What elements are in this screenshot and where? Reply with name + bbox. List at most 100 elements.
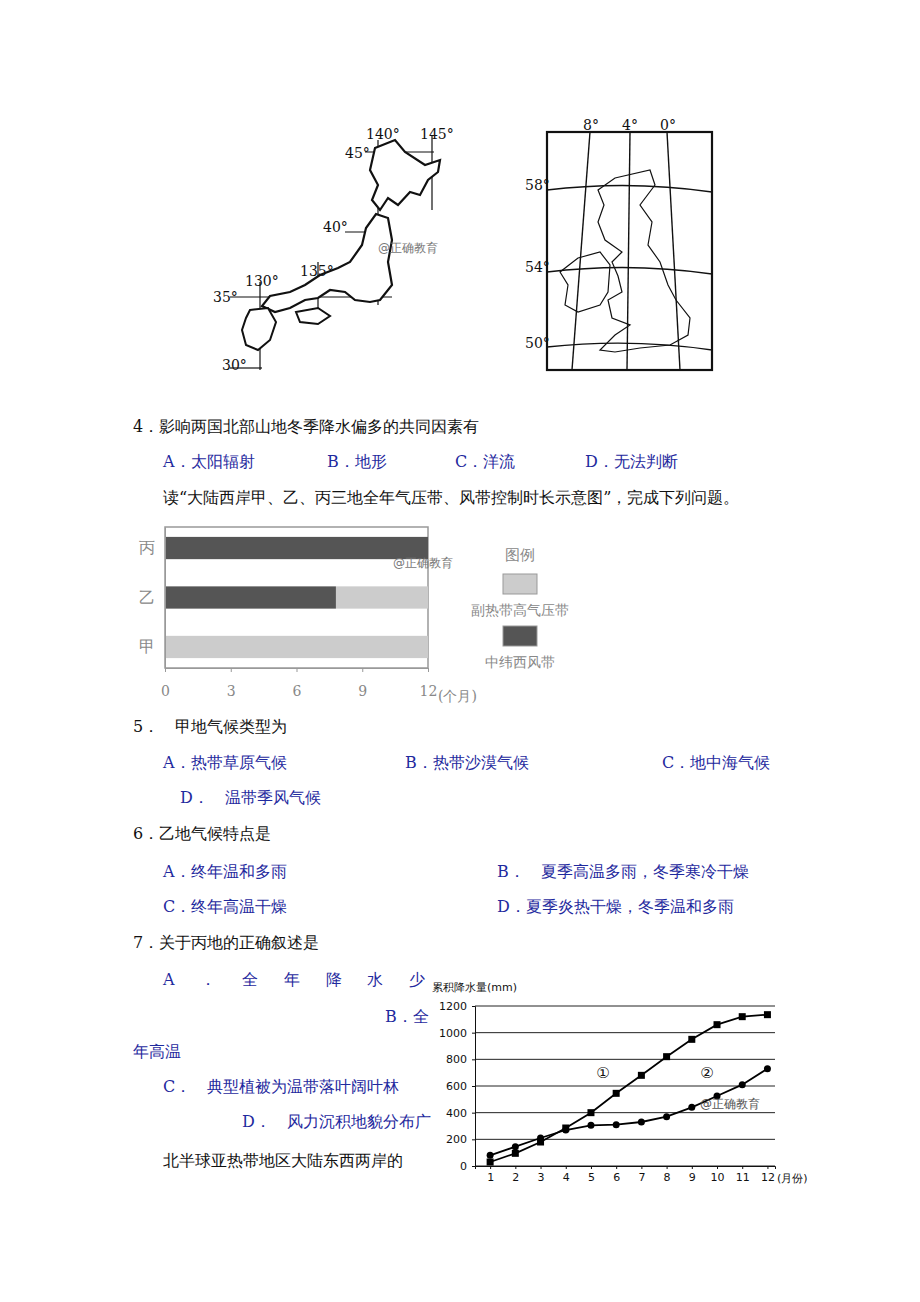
marker <box>512 1150 519 1157</box>
longitude-label: 145° <box>420 126 454 142</box>
latitude-label: 58° <box>525 177 550 193</box>
tick-mark <box>717 1166 718 1169</box>
axis-line <box>166 669 429 673</box>
tick-label: 3 <box>538 1171 545 1184</box>
latitude-label: 50° <box>525 335 550 351</box>
tick: 丙 <box>139 538 155 557</box>
question-stem: 5． 甲地气候类型为 <box>133 717 287 736</box>
tick-label: 600 <box>446 1080 467 1093</box>
longitude-label: 0° <box>660 117 676 133</box>
option: D． 风力沉积地貌分布广 <box>242 1112 431 1131</box>
marker <box>739 1013 746 1020</box>
tick: 0 <box>460 1160 475 1173</box>
question-stem: 北半球亚热带地区大陆东西两岸的 <box>163 1151 403 1170</box>
option: B．全 <box>385 1007 429 1026</box>
japan-map: 140°145°130°135°45°40°35°30°@正确教育 <box>213 126 454 373</box>
option: D．夏季炎热干燥，冬季温和多雨 <box>497 897 734 916</box>
series-label: ① <box>596 1064 609 1082</box>
series <box>487 1011 771 1165</box>
tick-mark <box>472 1059 475 1060</box>
tick: 9 <box>689 1166 696 1184</box>
grid-line <box>475 1032 775 1033</box>
axis-line <box>165 528 166 669</box>
tick-mark <box>767 1166 768 1169</box>
bars <box>165 537 428 658</box>
coastline <box>370 140 440 210</box>
tick-label: 10 <box>711 1171 725 1184</box>
tick: 12 <box>761 1166 775 1184</box>
marker <box>587 1122 594 1129</box>
bar <box>165 537 428 559</box>
tick-label: 400 <box>446 1107 467 1120</box>
tick-mark <box>362 668 363 672</box>
axis-line <box>476 1167 776 1170</box>
tick-label: 4 <box>563 1171 570 1184</box>
series-label: ② <box>700 1064 713 1082</box>
tick-label: 6 <box>613 1171 620 1184</box>
marker <box>487 1159 494 1166</box>
line-chart: 020040060080010001200123456789101112累积降水… <box>432 981 808 1185</box>
tick-label: 9 <box>358 683 367 699</box>
option: A．太阳辐射 <box>162 452 255 471</box>
tick-label: 200 <box>446 1133 467 1146</box>
tick-mark <box>591 1166 592 1169</box>
tick-label: 2 <box>512 1171 519 1184</box>
longitude-label: 135° <box>300 263 334 279</box>
marker <box>537 1135 544 1142</box>
tick-mark <box>472 1139 475 1140</box>
tick: 2 <box>512 1166 519 1184</box>
tick-mark <box>472 1166 475 1167</box>
tick: 7 <box>638 1166 645 1184</box>
coastline <box>296 308 330 324</box>
instruction: 读“大陆西岸甲、乙、丙三地全年气压带、风带控制时长示意图”，完成下列问题。 <box>163 488 739 507</box>
tick: 200 <box>446 1133 475 1146</box>
bar <box>336 586 428 608</box>
option: C．地中海气候 <box>662 753 770 772</box>
tick-label: 1 <box>487 1171 494 1184</box>
questions: 4．影响两国北部山地冬季降水偏多的共同因素有A．太阳辐射B．地形C．洋流D．无法… <box>133 417 770 1170</box>
line <box>490 1069 767 1156</box>
marker <box>587 1109 594 1116</box>
watermark: @正确教育 <box>393 556 453 570</box>
tick-label: 7 <box>638 1171 645 1184</box>
question-stem: 7．关于丙地的正确叙述是 <box>133 933 319 952</box>
tick-mark <box>490 1166 491 1169</box>
latitude-label: 45° <box>345 145 370 161</box>
tick: 甲 <box>139 637 155 656</box>
graticule <box>547 267 712 274</box>
marker <box>764 1011 771 1018</box>
tick-mark <box>515 1166 516 1169</box>
tick: 乙 <box>139 588 155 607</box>
marker <box>739 1081 746 1088</box>
page: 140°145°130°135°45°40°35°30°@正确教育8°4°0°5… <box>0 0 920 1302</box>
tick-label: 5 <box>588 1171 595 1184</box>
bar <box>165 586 336 608</box>
tick: 4 <box>563 1166 570 1184</box>
option: A．终年温和多雨 <box>162 862 287 881</box>
category-label: 乙 <box>139 588 155 607</box>
marker <box>613 1090 620 1097</box>
marker <box>714 1021 721 1028</box>
tick: 1200 <box>439 1000 475 1013</box>
tick-label: 11 <box>736 1171 750 1184</box>
option: C．终年高温干燥 <box>163 897 287 916</box>
tick-label: 800 <box>446 1053 467 1066</box>
category-label: 丙 <box>139 538 155 557</box>
graticule <box>667 132 680 370</box>
option: B．热带沙漠气候 <box>405 753 529 772</box>
tick-label: 1000 <box>439 1027 467 1040</box>
plot-frame <box>165 527 428 668</box>
longitude-label: 8° <box>583 117 599 133</box>
watermark: @正确教育 <box>378 241 438 255</box>
tick: 11 <box>736 1166 750 1184</box>
tick-label: 12 <box>420 683 438 699</box>
legend-title: 图例 <box>505 546 535 564</box>
tick: 8 <box>664 1166 671 1184</box>
tick: 600 <box>446 1080 475 1093</box>
grid-line <box>475 1006 775 1007</box>
marker <box>638 1119 645 1126</box>
tick-label: 3 <box>227 683 236 699</box>
tick-mark <box>541 1166 542 1169</box>
coastline <box>242 308 276 350</box>
tick-mark <box>231 668 232 672</box>
